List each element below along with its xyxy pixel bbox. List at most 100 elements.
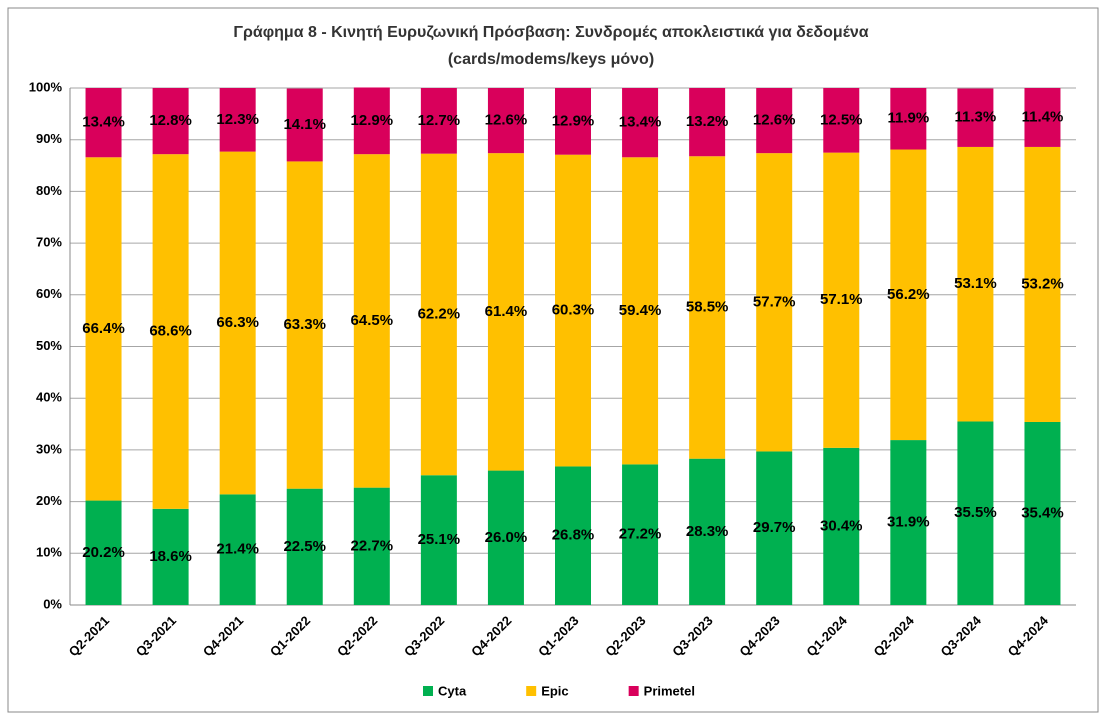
legend-swatch: [423, 686, 433, 696]
legend-swatch: [628, 686, 639, 696]
bar-segment: [219, 494, 256, 605]
data-label: 13.4%: [82, 114, 125, 131]
chart-subtitle: (cards/modems/keys μόνο): [448, 51, 654, 68]
bar-segment: [420, 153, 457, 476]
data-label: 68.6%: [149, 322, 192, 339]
y-tick-label: 10%: [36, 545, 62, 560]
data-label: 18.6%: [149, 548, 192, 565]
y-tick-label: 30%: [36, 441, 62, 456]
data-label: 30.4%: [820, 517, 863, 534]
y-tick-label: 20%: [36, 493, 62, 508]
bar-segment: [756, 88, 793, 154]
y-tick-label: 70%: [36, 235, 62, 250]
data-label: 62.2%: [418, 305, 461, 322]
data-label: 58.5%: [686, 298, 729, 315]
bar-segment: [622, 464, 659, 605]
data-label: 11.4%: [1022, 108, 1064, 125]
bar-segment: [823, 152, 860, 448]
bar-segment: [957, 146, 994, 422]
bar-segment: [890, 88, 927, 150]
data-label: 12.5%: [820, 111, 863, 128]
bar-segment: [1024, 146, 1061, 422]
data-label: 64.5%: [351, 312, 394, 329]
data-label: 35.4%: [1021, 504, 1064, 521]
bar-segment: [890, 149, 927, 441]
bar-segment: [622, 157, 659, 465]
data-label: 53.1%: [954, 275, 997, 292]
bar-segment: [85, 88, 122, 158]
bar-segment: [689, 156, 726, 459]
bar-segment: [353, 154, 390, 488]
bar-segment: [555, 154, 591, 467]
data-label: 20.2%: [82, 544, 125, 561]
data-label: 53.2%: [1021, 275, 1064, 292]
bar-segment: [85, 157, 122, 501]
bar-segment: [823, 447, 860, 605]
bar-segment: [420, 88, 457, 154]
bar-segment: [487, 153, 524, 471]
data-label: 12.7%: [418, 112, 461, 129]
data-label: 13.2%: [686, 113, 729, 130]
data-label: 66.3%: [216, 314, 259, 331]
bar-segment: [286, 88, 323, 162]
data-label: 60.3%: [552, 302, 595, 319]
data-label: 59.4%: [619, 302, 662, 319]
bar-segment: [219, 151, 256, 495]
legend-swatch: [526, 686, 537, 696]
data-label: 56.2%: [887, 286, 930, 303]
data-label: 26.0%: [485, 529, 528, 546]
bar-segment: [890, 440, 927, 605]
data-label: 14.1%: [283, 116, 326, 133]
bar-segment: [487, 88, 524, 154]
data-label: 35.5%: [954, 504, 997, 521]
legend-label: Epic: [541, 683, 568, 698]
legend-label: Primetel: [644, 683, 695, 698]
bar-segment: [152, 88, 189, 155]
data-label: 26.8%: [552, 527, 595, 544]
bar-segment: [85, 500, 122, 605]
data-label: 22.5%: [283, 538, 326, 555]
bar-segment: [756, 451, 793, 605]
data-label: 12.9%: [552, 112, 595, 129]
data-label: 25.1%: [418, 531, 461, 548]
data-label: 12.8%: [149, 112, 192, 129]
data-label: 61.4%: [485, 303, 528, 320]
legend-label: Cyta: [438, 683, 467, 698]
y-tick-label: 40%: [36, 390, 62, 405]
bar-segment: [555, 88, 591, 155]
bar-segment: [756, 153, 793, 452]
data-label: 28.3%: [686, 523, 729, 540]
bar-segment: [286, 488, 323, 605]
bar-segment: [353, 87, 390, 155]
data-label: 12.6%: [753, 112, 796, 129]
data-label: 66.4%: [82, 320, 125, 337]
bar-segment: [152, 508, 189, 605]
data-label: 63.3%: [283, 316, 326, 333]
bar-segment: [622, 88, 659, 158]
data-label: 31.9%: [887, 514, 930, 531]
bar-segment: [286, 161, 323, 489]
data-label: 12.6%: [485, 112, 528, 129]
data-label: 11.9%: [887, 110, 929, 127]
y-tick-label: 100%: [29, 79, 63, 94]
chart-title: Γράφημα 8 - Κινητή Ευρυζωνική Πρόσβαση: …: [233, 24, 868, 41]
y-tick-label: 50%: [36, 338, 62, 353]
bar-segment: [353, 487, 390, 605]
bar-segment: [689, 88, 726, 157]
data-label: 57.1%: [820, 291, 863, 308]
data-label: 57.7%: [753, 293, 796, 310]
bar-segment: [957, 421, 994, 605]
bar-segment: [219, 88, 256, 152]
data-label: 12.9%: [351, 112, 394, 129]
bar-segment: [823, 88, 860, 153]
y-tick-label: 0%: [43, 596, 62, 611]
data-label: 21.4%: [216, 541, 259, 558]
bar-segment: [689, 458, 726, 605]
bar-segment: [487, 470, 524, 605]
bar-segment: [1024, 88, 1061, 147]
data-label: 27.2%: [619, 526, 662, 543]
data-label: 22.7%: [351, 537, 394, 554]
bar-segment: [420, 475, 457, 605]
bar-segment: [957, 88, 994, 147]
